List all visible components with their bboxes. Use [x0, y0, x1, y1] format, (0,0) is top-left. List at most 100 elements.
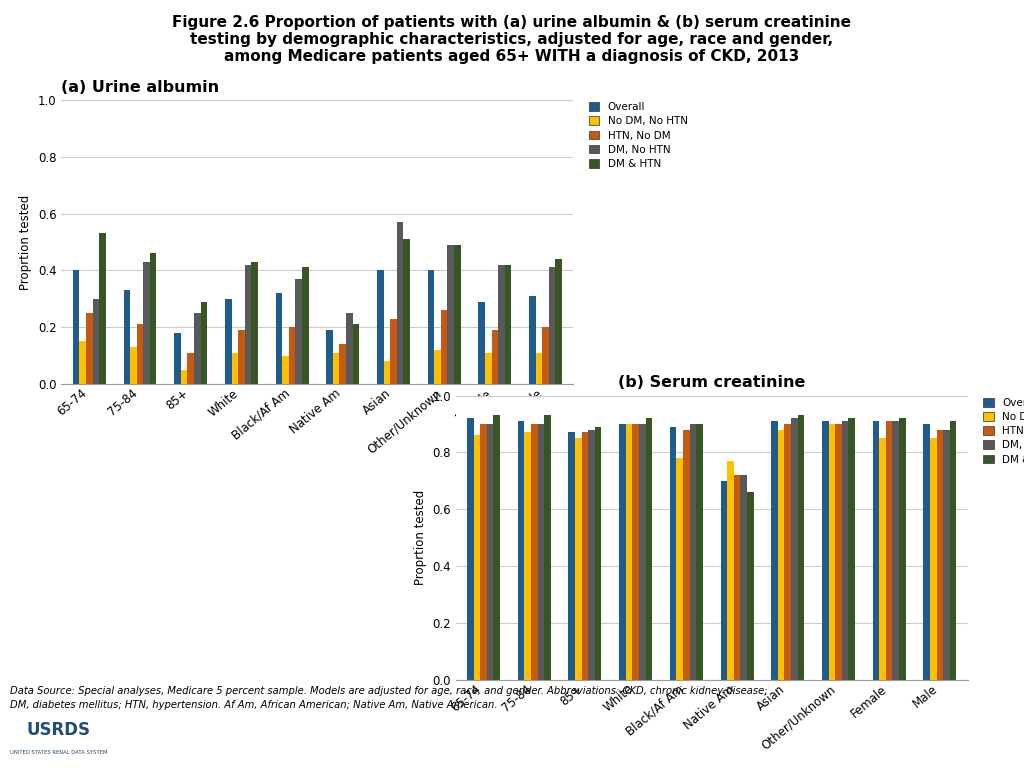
Bar [187, 353, 194, 384]
Bar [822, 421, 828, 680]
Bar [302, 267, 308, 384]
Bar [568, 432, 575, 680]
Bar [645, 419, 652, 680]
Bar [498, 265, 505, 384]
Bar [531, 424, 538, 680]
Bar [275, 293, 283, 384]
Bar [99, 233, 105, 384]
Bar [485, 353, 492, 384]
Bar [73, 270, 80, 384]
Bar [518, 421, 524, 680]
Legend: Overall, No DM, No HTN, HTN, No DM, DM, No HTN, DM & HTN: Overall, No DM, No HTN, HTN, No DM, DM, … [589, 102, 688, 169]
Bar [740, 475, 746, 680]
Text: UNITED STATES RENAL DATA SYSTEM: UNITED STATES RENAL DATA SYSTEM [10, 750, 108, 755]
Y-axis label: Proprtion tested: Proprtion tested [414, 490, 427, 585]
Bar [620, 424, 626, 680]
Bar [555, 259, 562, 384]
Bar [784, 424, 791, 680]
Text: (a) Urine albumin: (a) Urine albumin [61, 80, 219, 94]
Bar [92, 299, 99, 384]
Bar [842, 421, 848, 680]
Text: DM, diabetes mellitus; HTN, hypertension. Af Am, African American; Native Am, Na: DM, diabetes mellitus; HTN, hypertension… [10, 700, 498, 710]
Legend: Overall, No DM, No HTN, HTN, No DM, DM, No HTN, DM & HTN: Overall, No DM, No HTN, HTN, No DM, DM, … [983, 398, 1024, 465]
Bar [352, 324, 359, 384]
Bar [174, 333, 181, 384]
Bar [677, 458, 683, 680]
Bar [492, 330, 498, 384]
Bar [86, 313, 92, 384]
Text: testing by demographic characteristics, adjusted for age, race and gender,: testing by demographic characteristics, … [190, 32, 834, 48]
Bar [447, 245, 454, 384]
Bar [231, 353, 239, 384]
Bar [670, 427, 677, 680]
Bar [595, 427, 601, 680]
Bar [403, 239, 410, 384]
Bar [239, 330, 245, 384]
Bar [441, 310, 447, 384]
Bar [949, 421, 956, 680]
Bar [524, 432, 531, 680]
Bar [143, 262, 150, 384]
Bar [340, 344, 346, 384]
Bar [283, 356, 289, 384]
Bar [930, 438, 937, 680]
Bar [150, 253, 157, 384]
Title: (b) Serum creatinine: (b) Serum creatinine [618, 376, 805, 390]
Bar [899, 419, 905, 680]
Bar [494, 415, 500, 680]
Text: Figure 2.6 Proportion of patients with (a) urine albumin & (b) serum creatinine: Figure 2.6 Proportion of patients with (… [172, 15, 852, 31]
Y-axis label: Proprtion tested: Proprtion tested [19, 194, 33, 290]
Bar [588, 429, 595, 680]
Bar [137, 324, 143, 384]
Bar [778, 429, 784, 680]
Bar [924, 424, 930, 680]
Bar [892, 421, 899, 680]
Text: USRDS: USRDS [27, 721, 91, 739]
Bar [295, 279, 302, 384]
Bar [683, 429, 689, 680]
Bar [549, 267, 555, 384]
Bar [377, 270, 384, 384]
Bar [848, 419, 855, 680]
Bar [582, 432, 588, 680]
Bar [538, 424, 544, 680]
Bar [201, 302, 207, 384]
Bar [124, 290, 130, 384]
Bar [791, 419, 798, 680]
Bar [327, 330, 333, 384]
Text: among Medicare patients aged 65+ WITH a diagnosis of CKD, 2013: among Medicare patients aged 65+ WITH a … [224, 49, 800, 65]
Bar [689, 424, 696, 680]
Bar [390, 319, 396, 384]
Bar [454, 245, 461, 384]
Bar [633, 424, 639, 680]
Bar [467, 419, 474, 680]
Bar [251, 262, 258, 384]
Bar [434, 350, 441, 384]
Bar [937, 429, 943, 680]
Bar [575, 438, 582, 680]
Bar [543, 327, 549, 384]
Bar [828, 424, 836, 680]
Bar [836, 424, 842, 680]
Bar [80, 341, 86, 384]
Bar [480, 424, 486, 680]
Bar [872, 421, 880, 680]
Bar [225, 299, 231, 384]
Bar [798, 415, 804, 680]
Bar [245, 265, 251, 384]
Bar [333, 353, 340, 384]
Bar [696, 424, 702, 680]
Bar [346, 313, 352, 384]
Bar [943, 429, 949, 680]
Bar [639, 424, 645, 680]
Bar [536, 353, 543, 384]
Text: 13: 13 [972, 731, 994, 749]
Bar [727, 461, 734, 680]
Bar [734, 475, 740, 680]
Bar [746, 492, 754, 680]
Bar [130, 347, 137, 384]
Bar [880, 438, 886, 680]
Bar [428, 270, 434, 384]
Text: Data Source: Special analyses, Medicare 5 percent sample. Models are adjusted fo: Data Source: Special analyses, Medicare … [10, 686, 768, 696]
Bar [181, 370, 187, 384]
